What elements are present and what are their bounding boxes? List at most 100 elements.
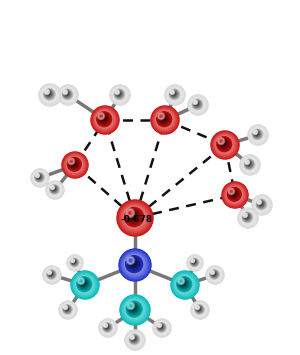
Circle shape: [244, 159, 255, 170]
Circle shape: [219, 138, 224, 144]
Circle shape: [168, 88, 181, 101]
Circle shape: [131, 336, 137, 342]
Circle shape: [113, 88, 127, 102]
Circle shape: [212, 272, 215, 275]
Circle shape: [67, 255, 83, 271]
Circle shape: [192, 302, 208, 318]
Circle shape: [223, 183, 247, 207]
Circle shape: [253, 130, 257, 135]
Circle shape: [60, 87, 76, 103]
Circle shape: [250, 127, 266, 142]
Circle shape: [51, 186, 57, 192]
Circle shape: [46, 181, 64, 199]
Circle shape: [153, 319, 171, 337]
Circle shape: [240, 210, 256, 226]
Circle shape: [41, 86, 59, 104]
Circle shape: [192, 99, 203, 110]
Circle shape: [63, 305, 71, 313]
Circle shape: [171, 91, 176, 96]
Circle shape: [127, 257, 134, 264]
Circle shape: [208, 268, 222, 282]
Circle shape: [80, 280, 82, 282]
Circle shape: [174, 274, 196, 296]
Circle shape: [32, 170, 47, 185]
Circle shape: [122, 297, 148, 323]
Circle shape: [210, 270, 219, 279]
Circle shape: [196, 306, 202, 312]
Circle shape: [72, 260, 76, 264]
Circle shape: [104, 324, 110, 329]
Circle shape: [74, 274, 96, 296]
Circle shape: [161, 116, 163, 118]
Circle shape: [180, 280, 186, 285]
Circle shape: [45, 268, 58, 282]
Circle shape: [117, 92, 119, 94]
Circle shape: [231, 191, 234, 194]
Circle shape: [210, 271, 218, 278]
Circle shape: [158, 113, 170, 125]
Circle shape: [63, 153, 87, 177]
Circle shape: [221, 141, 222, 142]
Circle shape: [114, 89, 126, 100]
Circle shape: [98, 113, 104, 119]
Circle shape: [253, 130, 262, 139]
Circle shape: [65, 92, 66, 93]
Circle shape: [70, 160, 73, 163]
Circle shape: [71, 259, 77, 266]
Circle shape: [130, 260, 131, 262]
Circle shape: [50, 185, 58, 193]
Circle shape: [241, 156, 259, 174]
Circle shape: [47, 270, 52, 275]
Circle shape: [159, 325, 160, 326]
Circle shape: [214, 134, 236, 156]
Circle shape: [69, 257, 81, 269]
Circle shape: [69, 159, 74, 164]
Circle shape: [219, 139, 227, 147]
Circle shape: [130, 335, 139, 344]
Circle shape: [240, 210, 256, 225]
Circle shape: [45, 268, 59, 282]
Circle shape: [253, 196, 271, 214]
Circle shape: [129, 304, 138, 313]
Circle shape: [72, 260, 73, 261]
Circle shape: [128, 211, 132, 215]
Circle shape: [244, 214, 247, 217]
Circle shape: [168, 88, 182, 102]
Circle shape: [172, 92, 175, 94]
Circle shape: [255, 132, 256, 133]
Circle shape: [227, 187, 241, 201]
Circle shape: [188, 256, 202, 270]
Circle shape: [223, 183, 247, 207]
Circle shape: [72, 260, 76, 264]
Circle shape: [44, 89, 50, 94]
Circle shape: [243, 213, 248, 218]
Circle shape: [193, 303, 206, 316]
Circle shape: [249, 126, 267, 144]
Circle shape: [47, 270, 52, 275]
Circle shape: [61, 88, 75, 102]
Circle shape: [212, 272, 215, 275]
Circle shape: [131, 336, 134, 338]
Circle shape: [128, 303, 138, 313]
Circle shape: [128, 257, 139, 269]
Circle shape: [167, 87, 182, 102]
Circle shape: [44, 89, 55, 100]
Circle shape: [228, 188, 240, 200]
Circle shape: [244, 214, 248, 218]
Circle shape: [91, 106, 119, 134]
Circle shape: [32, 170, 48, 186]
Circle shape: [46, 269, 57, 280]
Circle shape: [128, 303, 134, 309]
Circle shape: [117, 92, 118, 93]
Circle shape: [195, 102, 196, 104]
Circle shape: [179, 279, 183, 283]
Circle shape: [124, 207, 144, 227]
Circle shape: [189, 257, 201, 269]
Circle shape: [191, 260, 194, 262]
Circle shape: [154, 109, 176, 131]
Circle shape: [259, 202, 260, 203]
Circle shape: [128, 212, 136, 219]
Circle shape: [167, 87, 182, 103]
Circle shape: [49, 272, 50, 273]
Circle shape: [218, 138, 229, 149]
